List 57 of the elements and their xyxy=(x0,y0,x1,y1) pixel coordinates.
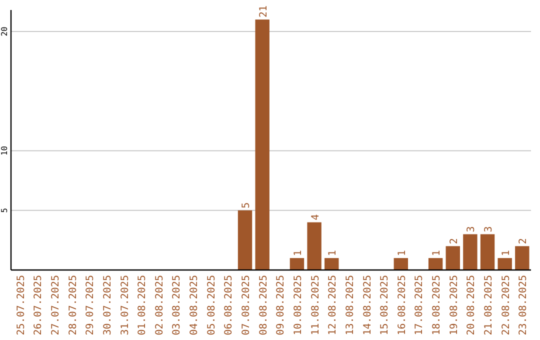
bar xyxy=(307,222,322,270)
data-label: 4 xyxy=(310,214,322,220)
x-tick-label: 26.07.2025 xyxy=(33,275,44,336)
x-tick-label: 17.08.2025 xyxy=(414,275,426,336)
data-label: 1 xyxy=(432,250,443,256)
x-tick-label: 29.07.2025 xyxy=(85,275,96,336)
data-label: 1 xyxy=(328,250,339,256)
x-tick-label: 07.08.2025 xyxy=(241,275,252,336)
x-tick-label: 09.08.2025 xyxy=(276,275,287,336)
bar xyxy=(324,258,339,270)
data-label: 2 xyxy=(518,238,530,244)
bar xyxy=(515,246,530,270)
x-tick-label: 15.08.2025 xyxy=(380,275,391,336)
x-tick-label: 02.08.2025 xyxy=(154,275,166,336)
data-label: 3 xyxy=(466,226,478,232)
bar xyxy=(428,258,443,270)
bar xyxy=(394,258,408,270)
x-tick-label: 12.08.2025 xyxy=(328,275,339,336)
x-tick-label: 21.08.2025 xyxy=(484,275,495,336)
x-tick-label: 25.07.2025 xyxy=(16,275,27,336)
x-tick-label: 03.08.2025 xyxy=(172,275,183,336)
x-tick-label: 20.08.2025 xyxy=(466,275,478,336)
x-tick-label: 11.08.2025 xyxy=(310,275,322,336)
x-tick-label: 13.08.2025 xyxy=(344,275,356,336)
x-tick-label: 27.07.2025 xyxy=(50,275,62,336)
x-tick-label: 28.07.2025 xyxy=(68,275,79,336)
data-label: 21 xyxy=(258,5,270,18)
x-tick-label: 30.07.2025 xyxy=(102,275,114,336)
x-tick-label: 19.08.2025 xyxy=(448,275,460,336)
x-tick-label: 04.08.2025 xyxy=(189,275,200,336)
bar xyxy=(498,258,512,270)
bar xyxy=(463,234,478,270)
bar xyxy=(480,234,495,270)
bar xyxy=(238,210,252,270)
x-tick-label: 22.08.2025 xyxy=(500,275,512,336)
bar xyxy=(290,258,304,270)
data-label: 3 xyxy=(484,226,495,232)
x-tick-label: 18.08.2025 xyxy=(432,275,443,336)
y-tick-label: 20 xyxy=(0,26,9,36)
data-label: 2 xyxy=(448,238,460,244)
y-tick-label: 5 xyxy=(0,208,9,213)
x-tick-label: 16.08.2025 xyxy=(396,275,408,336)
x-tick-label: 08.08.2025 xyxy=(258,275,270,336)
x-tick-label: 06.08.2025 xyxy=(224,275,235,336)
data-label: 1 xyxy=(292,250,304,256)
data-label: 5 xyxy=(241,202,252,208)
x-tick-label: 05.08.2025 xyxy=(206,275,218,336)
bar xyxy=(255,20,270,270)
data-label: 1 xyxy=(396,250,408,256)
x-tick-label: 14.08.2025 xyxy=(362,275,374,336)
x-tick-label: 31.07.2025 xyxy=(120,275,131,336)
x-tick-label: 01.08.2025 xyxy=(137,275,148,336)
bar xyxy=(446,246,460,270)
data-label: 1 xyxy=(500,250,512,256)
x-tick-label: 23.08.2025 xyxy=(518,275,530,336)
x-tick-label: 10.08.2025 xyxy=(292,275,304,336)
y-tick-label: 10 xyxy=(0,146,9,156)
